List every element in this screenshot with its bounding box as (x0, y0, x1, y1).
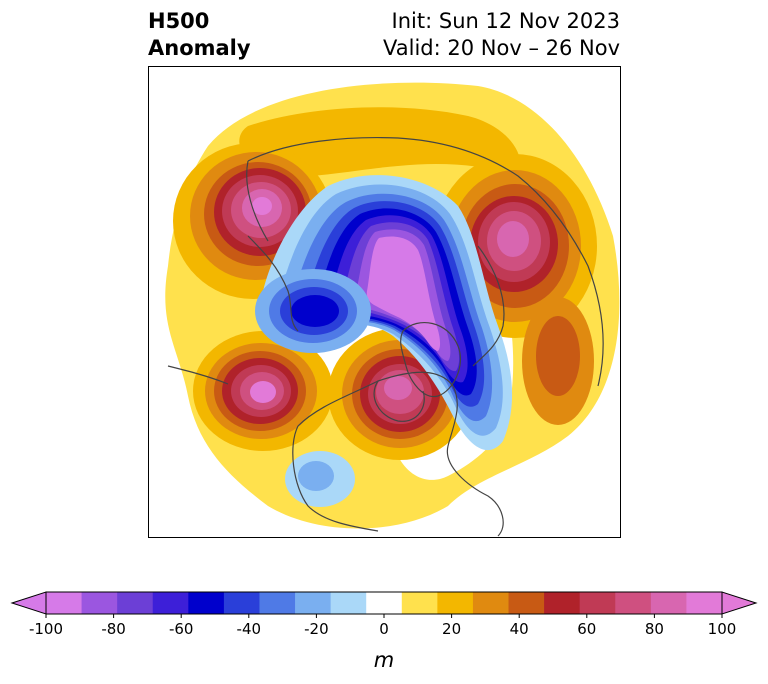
positive-center-pacific-core (250, 381, 276, 403)
colorbar-swatch (508, 592, 545, 614)
colorbar-swatch (152, 592, 189, 614)
anomaly-fields (148, 66, 621, 538)
init-date: Init: Sun 12 Nov 2023 (391, 9, 620, 33)
colorbar-swatch (579, 592, 616, 614)
colorbar-swatch (81, 592, 118, 614)
orange-band-north (239, 107, 521, 177)
coastline-hudson-bay (373, 380, 425, 422)
colorbar-swatch (437, 592, 474, 614)
coastline-europe (472, 245, 505, 367)
coastline-greenland (400, 322, 462, 398)
negative-center-west-us-core (298, 461, 334, 491)
colorbar-swatch (401, 592, 438, 614)
map-frame (148, 66, 621, 538)
coastline-north-america (292, 371, 504, 537)
colorbar-swatch (615, 592, 652, 614)
positive-center-europe-core (497, 221, 529, 257)
colorbar-tick-label: 40 (510, 620, 529, 638)
positive-center-alaska-core (252, 197, 272, 215)
colorbar-tick-label: -40 (237, 620, 262, 638)
title-line-1: H500 (148, 9, 210, 33)
anomaly-map (148, 66, 621, 538)
colorbar-swatch (330, 592, 367, 614)
colorbar-swatches (45, 591, 723, 615)
colorbar-tick-label: -80 (101, 620, 126, 638)
colorbar-tick-label: 0 (379, 620, 389, 638)
colorbar: -100 -80 -60 -40 -20 0 20 40 60 80 100 m (10, 591, 758, 672)
colorbar-swatch (295, 592, 332, 614)
colorbar-swatch (650, 592, 687, 614)
title-line-2: Anomaly (148, 36, 251, 60)
colorbar-swatch (366, 592, 403, 614)
colorbar-ticks: -100 -80 -60 -40 -20 0 20 40 60 80 100 (29, 614, 736, 638)
colorbar-swatch (223, 592, 260, 614)
valid-range: Valid: 20 Nov – 26 Nov (383, 36, 620, 60)
colorbar-tick-label: -60 (169, 620, 194, 638)
colorbar-swatch (188, 592, 225, 614)
colorbar-max-extension (721, 591, 758, 615)
colorbar-swatch (259, 592, 296, 614)
colorbar-swatch (46, 592, 83, 614)
colorbar-tick-label: 100 (708, 620, 737, 638)
positive-center-hudson-core (384, 376, 412, 400)
colorbar-tick-label: 20 (442, 620, 461, 638)
positive-center-asia-core (536, 316, 580, 396)
forecast-dates: Init: Sun 12 Nov 2023 Valid: 20 Nov – 26… (383, 8, 620, 62)
colorbar-unit: m (374, 648, 394, 672)
colorbar-min-extension (10, 591, 47, 615)
colorbar-tick-label: 60 (577, 620, 596, 638)
colorbar-tick-label: 80 (645, 620, 664, 638)
map-title: H500 Anomaly (148, 8, 251, 62)
coastline-eurasia (246, 137, 604, 387)
coastline-alaska (247, 235, 299, 332)
colorbar-swatch (686, 592, 723, 614)
colorbar-swatch (544, 592, 581, 614)
colorbar-tick-label: -100 (29, 620, 63, 638)
coastlines (167, 137, 604, 537)
colorbar-swatch (117, 592, 154, 614)
negative-center-siberia-core (291, 295, 339, 327)
colorbar-tick-label: -20 (304, 620, 329, 638)
coastline-aleutians (167, 365, 229, 385)
colorbar-swatch (472, 592, 510, 614)
